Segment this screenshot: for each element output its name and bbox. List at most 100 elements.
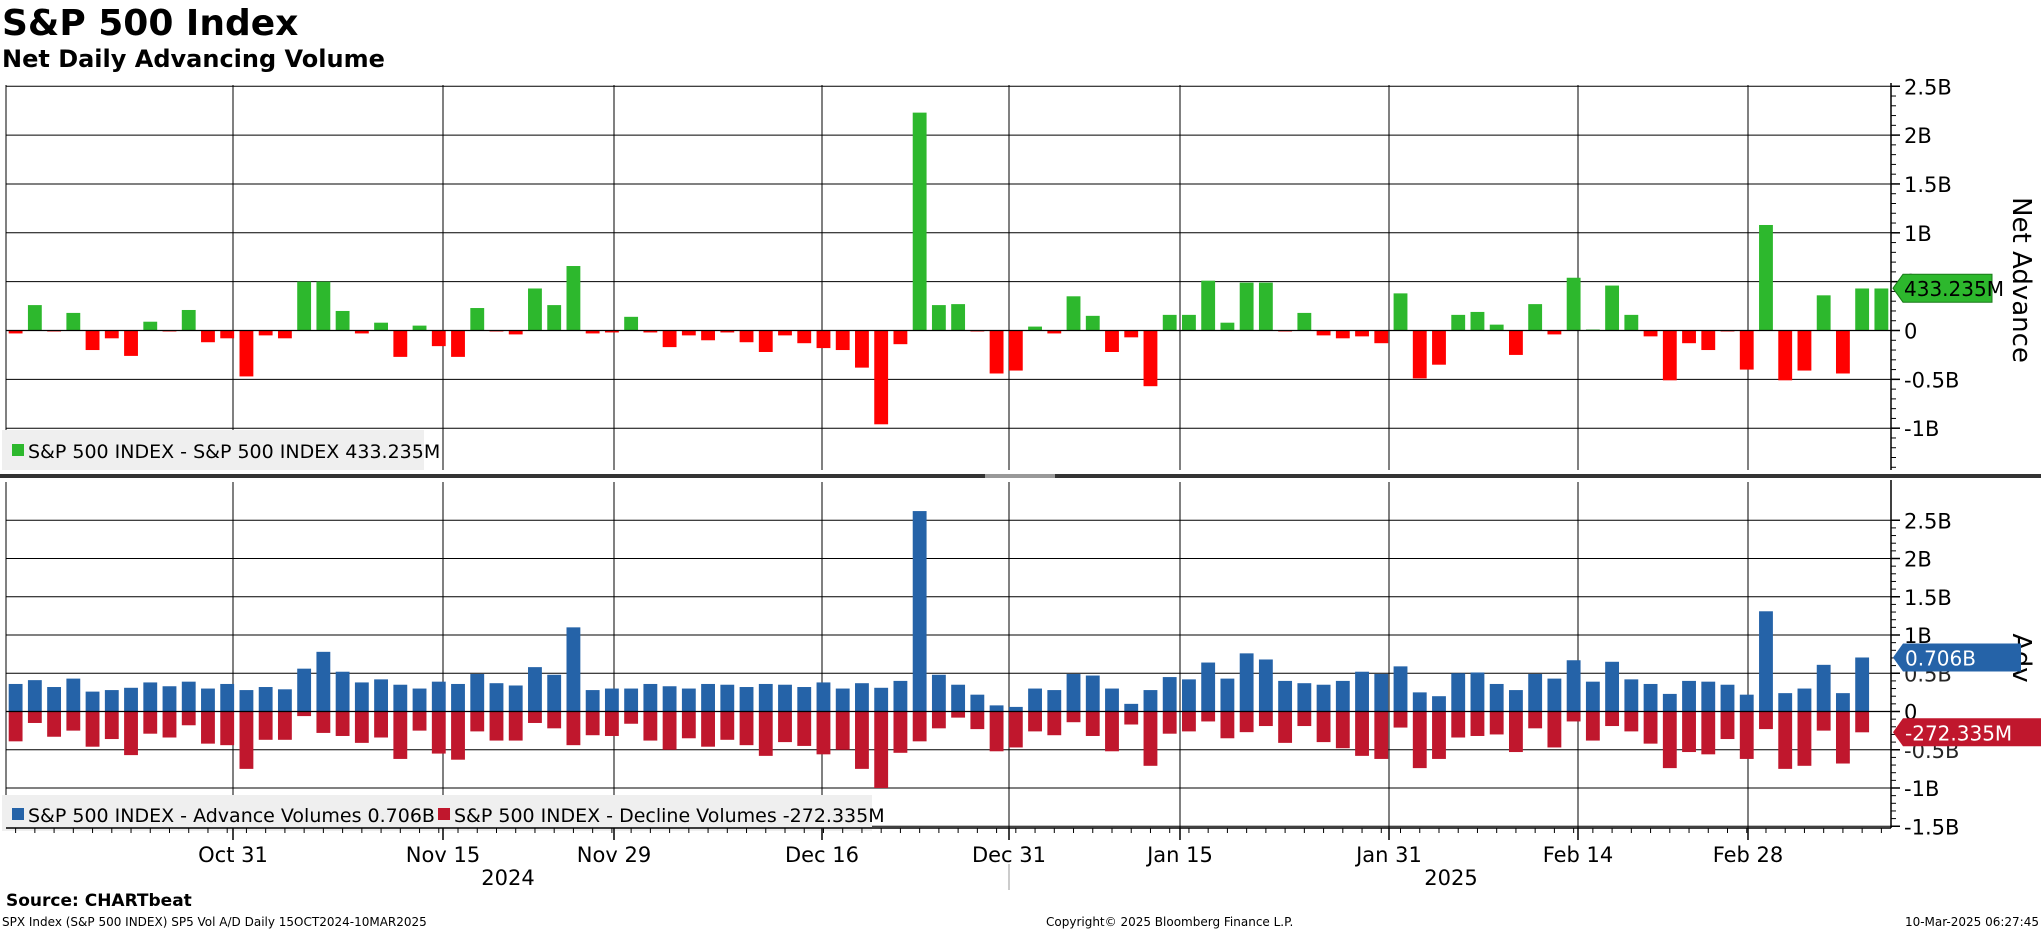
advance-volume-bar [201, 688, 215, 712]
advance-volume-bar [316, 651, 331, 712]
badge-shape [1892, 273, 1993, 303]
decline-volume-bar [1008, 711, 1023, 748]
decline-volume-bar [1316, 711, 1331, 743]
decline-volume-bar [778, 711, 792, 743]
advance-volume-bar [1816, 664, 1831, 712]
decline-volume-bar [8, 711, 23, 742]
advance-volume-bar [1682, 680, 1696, 712]
net-advance-bar [643, 330, 658, 333]
decline-volume-bar [470, 711, 485, 732]
decline-volume-bar [1085, 711, 1100, 736]
net-advance-bar [1239, 282, 1254, 331]
decline-volume-bar [874, 711, 889, 788]
decline-volume-bar [1239, 711, 1254, 733]
y-tick-label: 1.5B [1904, 173, 1952, 197]
legend-background [2, 795, 872, 831]
net-advance-bar [1739, 330, 1754, 370]
net-advance-bar [624, 316, 639, 331]
decline-volume-bar [585, 711, 600, 736]
advance-volume-bar [1835, 693, 1850, 712]
advance-volume-bar [374, 679, 389, 712]
decline-volume-bar [1143, 711, 1158, 766]
advance-volume-bar [566, 627, 581, 712]
advance-volume-bar [1316, 684, 1331, 712]
decline-volume-bar [758, 711, 773, 756]
advance-volume-bar [1182, 679, 1196, 712]
advance-volume-bar [1201, 662, 1216, 712]
x-tick-label: Nov 29 [577, 843, 651, 867]
net-advance-bar [816, 330, 831, 349]
net-advance-bar [374, 322, 389, 331]
decline-volume-bar [1162, 711, 1177, 734]
footer-copyright: Copyright© 2025 Bloomberg Finance L.P. [1046, 915, 1294, 929]
advance-volume-bar [835, 688, 850, 712]
decline-volume-bar [912, 711, 927, 742]
advance-volume-bar [1432, 696, 1446, 712]
decline-volume-bar [643, 711, 658, 741]
net-advance-bar [662, 330, 677, 348]
x-tick-label: Feb 14 [1543, 843, 1614, 867]
net-advance-bar [874, 330, 889, 425]
decline-volume-bar [835, 711, 850, 750]
net-advance-bar [201, 330, 215, 343]
decline-volume-bar [739, 711, 754, 746]
advance-volume-bar [1701, 681, 1716, 712]
advance-volume-bar [855, 683, 869, 712]
advance-volume-bar [451, 683, 465, 712]
y-tick-label: -1B [1904, 777, 1939, 801]
net-advance-bar [1547, 330, 1562, 335]
decline-volume-bar [1489, 711, 1504, 735]
advance-volume-bar [1008, 706, 1023, 712]
net-advance-bar [1374, 330, 1389, 344]
net-advance-bar [1105, 330, 1119, 352]
advance-volume-bar [489, 683, 504, 712]
decline-volume-bar [374, 711, 389, 738]
net-advance-bar [1258, 282, 1273, 331]
decline-volume-bar [1028, 711, 1042, 732]
decline-volume-bar [1720, 711, 1735, 740]
decline-volume-bar [451, 711, 465, 760]
net-advance-bar [1432, 330, 1446, 365]
decline-volume-bar [1374, 711, 1389, 759]
net-advance-bar [297, 281, 312, 331]
x-tick-label: Oct 31 [198, 843, 268, 867]
advance-volume-bar [1085, 675, 1100, 712]
net-advance-bar [431, 330, 446, 347]
advance-volume-bar [624, 688, 639, 712]
badge-text: 433.235M [1904, 277, 2004, 301]
decline-volume-bar [1412, 711, 1427, 769]
legend-net-advance: S&P 500 INDEX - S&P 500 INDEX 433.235M [2, 430, 440, 470]
decline-volume-bar [104, 711, 119, 740]
advance-volume-bar [47, 687, 62, 712]
advance-volume-bar [701, 683, 715, 712]
net-advance-bar [1047, 330, 1062, 334]
net-advance-bar [451, 330, 465, 357]
advance-volume-bar [258, 687, 273, 712]
net-advance-bar [258, 330, 273, 336]
net-advance-bar [508, 330, 523, 335]
advance-volume-bar [354, 682, 369, 712]
net-advance-bar [335, 310, 350, 331]
advance-volume-bar [431, 681, 446, 712]
advance-volume-bar [1143, 690, 1158, 712]
net-advance-bar [797, 330, 812, 344]
y-tick-label: 0 [1904, 320, 1917, 344]
net-advance-bar [85, 330, 100, 351]
net-advance-bar [1182, 314, 1196, 331]
net-advance-bar [1624, 314, 1639, 331]
net-advance-bar [1220, 322, 1235, 331]
advance-volume-bar [989, 705, 1004, 712]
advance-volume-bar [1624, 679, 1639, 712]
advance-volume-bar [1585, 681, 1600, 712]
decline-volume-bar [604, 711, 619, 736]
decline-volume-bar [27, 711, 42, 723]
advance-volume-bar [1489, 683, 1504, 712]
net-advance-bar [1566, 277, 1581, 331]
decline-volume-bar [1047, 711, 1062, 736]
decline-volume-bar [1278, 711, 1293, 743]
decline-volume-bar [47, 711, 62, 737]
net-advance-bar [239, 330, 254, 377]
decline-volume-bar [1778, 711, 1793, 769]
advance-volume-bar [1258, 659, 1273, 712]
